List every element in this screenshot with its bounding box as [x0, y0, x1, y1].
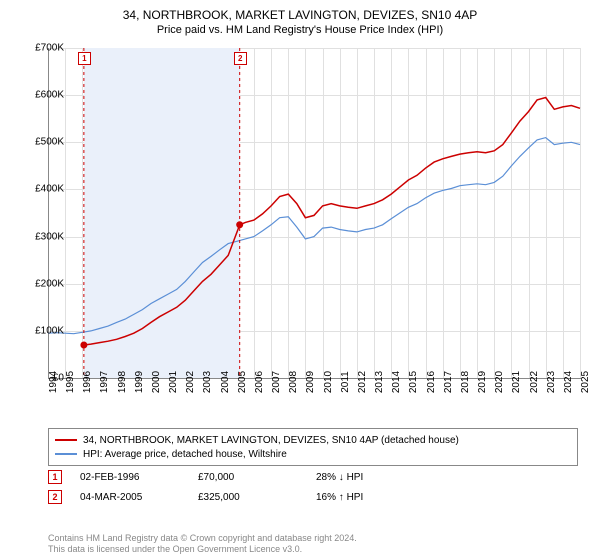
- transaction-date: 02-FEB-1996: [80, 472, 180, 483]
- xtick-label: 2005: [237, 371, 248, 393]
- ytick-label: £400K: [35, 184, 64, 195]
- xtick-label: 2013: [374, 371, 385, 393]
- chart-title: 34, NORTHBROOK, MARKET LAVINGTON, DEVIZE…: [0, 0, 600, 22]
- ytick-label: £700K: [35, 43, 64, 54]
- legend-row: HPI: Average price, detached house, Wilt…: [55, 447, 571, 461]
- xtick-label: 1995: [65, 371, 76, 393]
- xtick-label: 1997: [99, 371, 110, 393]
- ytick-label: £200K: [35, 278, 64, 289]
- xtick-label: 2020: [494, 371, 505, 393]
- xtick-label: 2016: [426, 371, 437, 393]
- xtick-label: 1996: [82, 371, 93, 393]
- xtick-label: 1999: [134, 371, 145, 393]
- footer-attribution: Contains HM Land Registry data © Crown c…: [48, 533, 357, 556]
- xtick-label: 2002: [185, 371, 196, 393]
- xtick-label: 2006: [254, 371, 265, 393]
- legend-row: 34, NORTHBROOK, MARKET LAVINGTON, DEVIZE…: [55, 433, 571, 447]
- xtick-label: 2015: [408, 371, 419, 393]
- xtick-label: 2004: [220, 371, 231, 393]
- xtick-label: 2009: [305, 371, 316, 393]
- xtick-label: 2014: [391, 371, 402, 393]
- ytick-label: £600K: [35, 90, 64, 101]
- xtick-label: 2007: [271, 371, 282, 393]
- xtick-label: 2017: [443, 371, 454, 393]
- chart-container: 34, NORTHBROOK, MARKET LAVINGTON, DEVIZE…: [0, 0, 600, 560]
- xtick-label: 2010: [323, 371, 334, 393]
- transaction-row: 1 02-FEB-1996 £70,000 28% ↓ HPI: [48, 470, 578, 484]
- transaction-dot: [236, 221, 243, 228]
- ytick-label: £100K: [35, 325, 64, 336]
- transaction-marker-icon: 1: [48, 470, 62, 484]
- xtick-label: 2025: [580, 371, 591, 393]
- xtick-label: 2012: [357, 371, 368, 393]
- transaction-dot: [80, 342, 87, 349]
- xtick-label: 1994: [48, 371, 59, 393]
- footer-line: Contains HM Land Registry data © Crown c…: [48, 533, 357, 545]
- ytick-label: £300K: [35, 231, 64, 242]
- xtick-label: 2008: [288, 371, 299, 393]
- xtick-label: 2018: [460, 371, 471, 393]
- xtick-label: 2019: [477, 371, 488, 393]
- legend-swatch: [55, 439, 77, 441]
- xtick-label: 2000: [151, 371, 162, 393]
- xtick-label: 2022: [529, 371, 540, 393]
- xtick-label: 2024: [563, 371, 574, 393]
- transaction-price: £70,000: [198, 472, 298, 483]
- transaction-row: 2 04-MAR-2005 £325,000 16% ↑ HPI: [48, 490, 578, 504]
- transaction-date: 04-MAR-2005: [80, 492, 180, 503]
- transaction-flag: 2: [234, 52, 247, 65]
- legend-label: HPI: Average price, detached house, Wilt…: [83, 449, 287, 460]
- transaction-flag: 1: [78, 52, 91, 65]
- line-series: [48, 48, 580, 378]
- legend-label: 34, NORTHBROOK, MARKET LAVINGTON, DEVIZE…: [83, 435, 459, 446]
- xtick-label: 2011: [340, 371, 351, 393]
- series-hpi: [48, 138, 580, 334]
- xtick-label: 2001: [168, 371, 179, 393]
- footer-line: This data is licensed under the Open Gov…: [48, 544, 357, 556]
- transaction-marker-icon: 2: [48, 490, 62, 504]
- transaction-hpi-diff: 28% ↓ HPI: [316, 472, 416, 483]
- xtick-label: 2021: [511, 371, 522, 393]
- xtick-label: 2023: [546, 371, 557, 393]
- xtick-label: 2003: [202, 371, 213, 393]
- ytick-label: £500K: [35, 137, 64, 148]
- legend: 34, NORTHBROOK, MARKET LAVINGTON, DEVIZE…: [48, 428, 578, 466]
- legend-swatch: [55, 453, 77, 455]
- chart-subtitle: Price paid vs. HM Land Registry's House …: [0, 22, 600, 42]
- transaction-hpi-diff: 16% ↑ HPI: [316, 492, 416, 503]
- series-property_price: [84, 98, 580, 346]
- transaction-price: £325,000: [198, 492, 298, 503]
- xtick-label: 1998: [117, 371, 128, 393]
